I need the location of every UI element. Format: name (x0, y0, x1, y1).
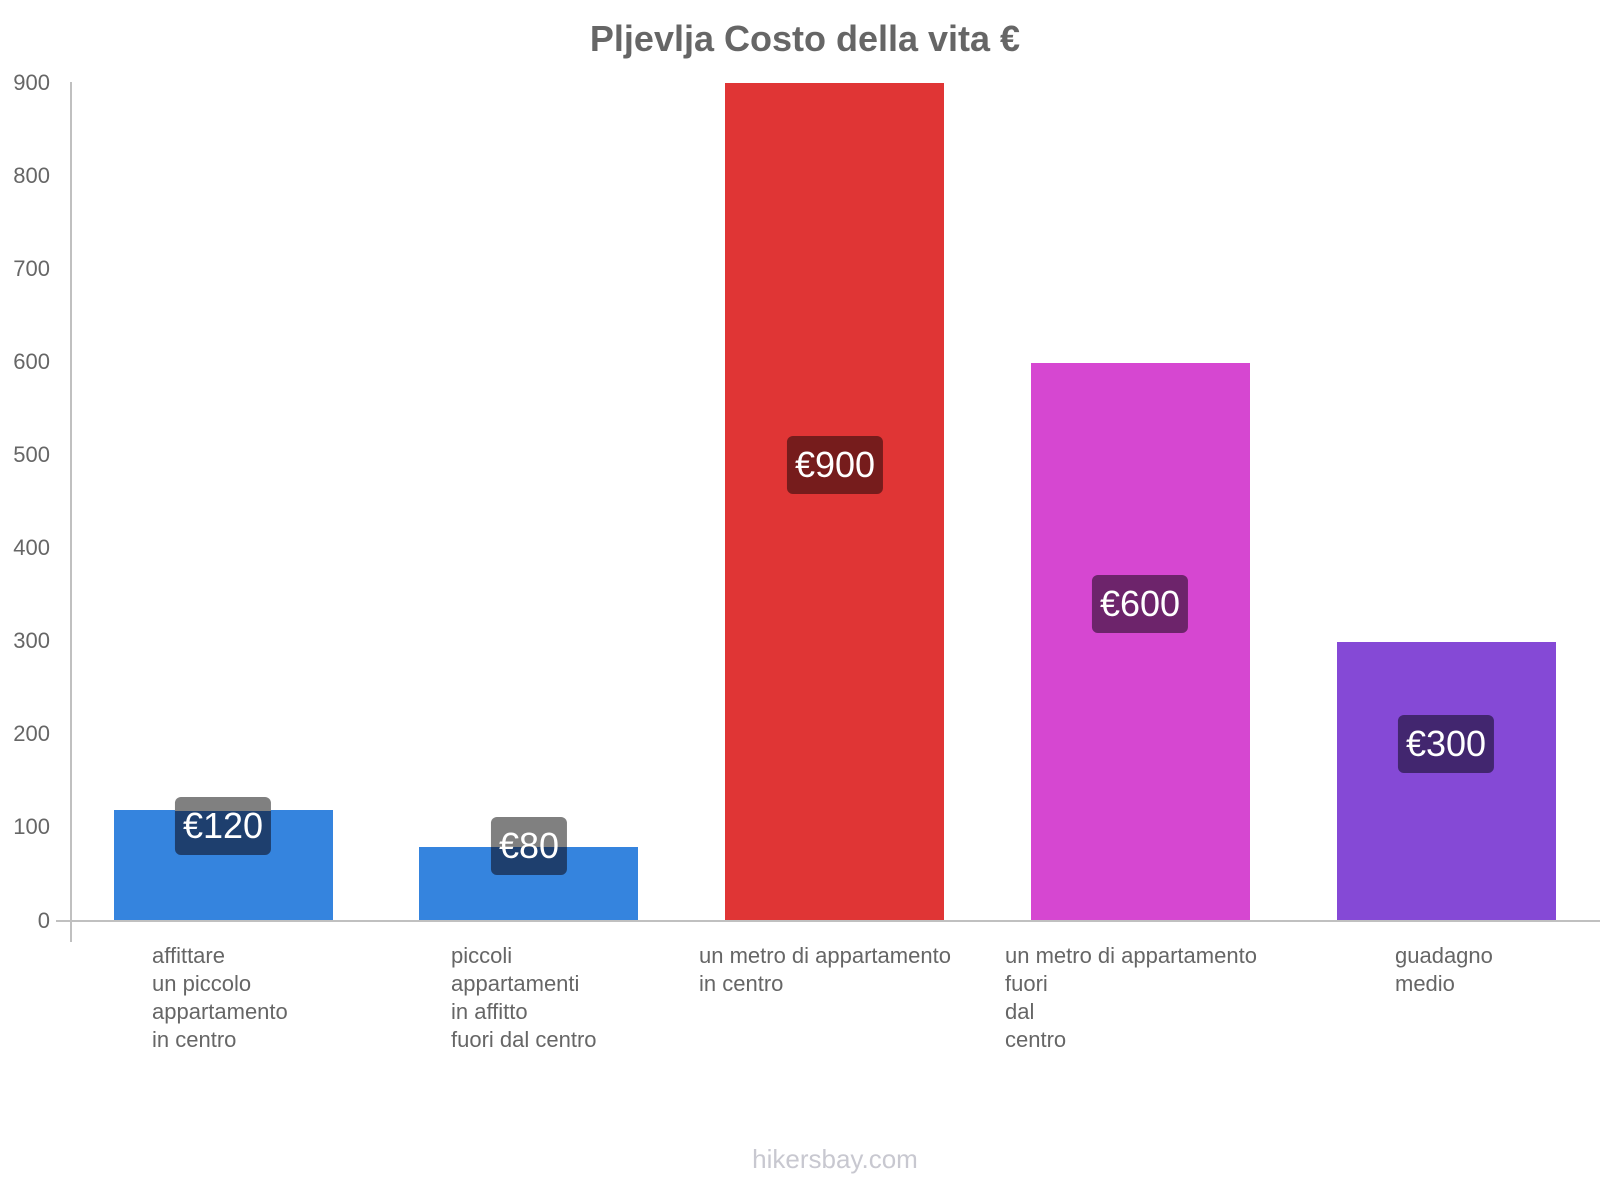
y-tick-label: 300 (13, 628, 50, 653)
x-tick-label: un metro di appartamento in centro (699, 943, 951, 996)
watermark: hikersbay.com (752, 1144, 918, 1174)
x-axis-line (56, 920, 1600, 922)
value-badge: €600 (1091, 575, 1189, 633)
value-badge: €900 (786, 436, 884, 494)
bar-metro-centro (725, 83, 944, 921)
y-tick-label: 800 (13, 163, 50, 188)
y-tick-label: 700 (13, 256, 50, 281)
y-tick-label: 400 (13, 535, 50, 560)
chart-title: Pljevlja Costo della vita € (589, 18, 1021, 59)
y-tick-label: 100 (13, 814, 50, 839)
bar-metro-fuori-centro (1031, 363, 1250, 921)
y-tick-label: 200 (13, 721, 50, 746)
y-tick-label: 0 (37, 908, 50, 933)
y-axis-line (70, 82, 72, 942)
y-tick-label: 500 (13, 442, 50, 467)
x-tick-label: piccoli appartamenti in affitto fuori da… (451, 943, 597, 1052)
value-badge: €120 (174, 797, 272, 855)
value-badge: €300 (1397, 715, 1495, 773)
value-badge: €80 (490, 817, 568, 875)
y-tick-label: 600 (13, 349, 50, 374)
x-tick-label: un metro di appartamento fuori dal centr… (1005, 943, 1257, 1052)
x-tick-label: guadagno medio (1395, 943, 1493, 996)
x-tick-label: affittare un piccolo appartamento in cen… (152, 943, 288, 1052)
bar-guadagno-medio (1337, 642, 1556, 921)
y-tick-label: 900 (13, 70, 50, 95)
